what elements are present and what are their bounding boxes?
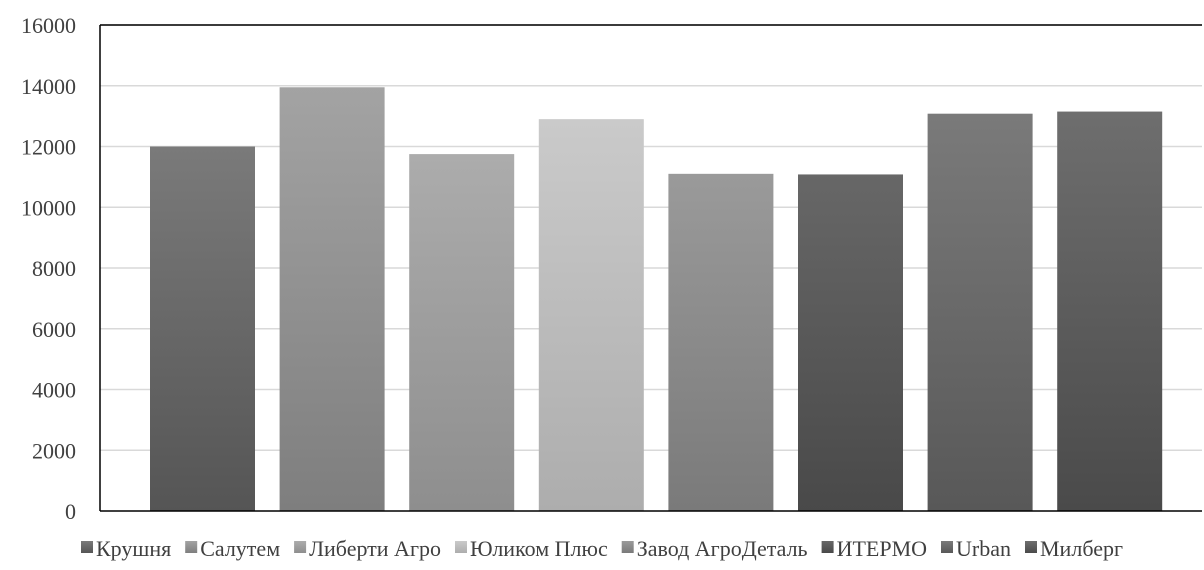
legend-label: ИТЕРМО <box>837 536 927 561</box>
legend-swatch <box>185 541 198 553</box>
legend-item: Urban <box>941 536 1011 561</box>
bar-4 <box>538 119 644 511</box>
bar-3 <box>409 154 515 511</box>
bar-7 <box>927 113 1033 511</box>
y-tick-label: 8000 <box>32 256 76 281</box>
legend-item: Салутем <box>185 536 280 561</box>
legend-item: Крушня <box>81 536 171 561</box>
y-tick-label: 16000 <box>21 13 76 38</box>
bar-2 <box>279 87 385 512</box>
legend-swatch <box>1025 541 1037 553</box>
y-tick-label: 10000 <box>21 195 76 220</box>
legend-item: ИТЕРМО <box>821 536 927 561</box>
legend-swatch <box>81 541 93 553</box>
legend-swatch <box>455 541 467 553</box>
legend-label: Салутем <box>200 536 280 561</box>
legend-item: Либерти Агро <box>294 536 441 561</box>
bar-5 <box>668 173 774 511</box>
legend-item: Милберг <box>1025 536 1123 561</box>
bar-8 <box>1057 111 1163 511</box>
legend-swatch <box>294 541 307 553</box>
bar-6 <box>798 174 903 511</box>
y-tick-label: 0 <box>65 499 76 524</box>
legend-label: Крушня <box>96 536 171 561</box>
legend-label: Urban <box>956 536 1011 561</box>
legend-label: Завод АгроДеталь <box>637 536 808 561</box>
axes <box>99 24 1202 512</box>
y-tick-label: 12000 <box>21 135 76 160</box>
y-axis-tick-labels: 0 2000 4000 6000 8000 10000 12000 14000 16000 <box>21 13 76 524</box>
legend-swatch <box>621 541 634 553</box>
legend-item: Завод АгроДеталь <box>621 536 808 561</box>
y-tick-label: 14000 <box>21 74 76 99</box>
legend-label: Либерти Агро <box>309 536 441 561</box>
bars <box>150 87 1163 512</box>
y-tick-label: 6000 <box>32 317 76 342</box>
gridlines <box>100 24 1202 451</box>
y-tick-label: 2000 <box>32 438 76 463</box>
bar-1 <box>150 146 255 511</box>
legend-label: Милберг <box>1040 536 1123 561</box>
legend-swatch <box>941 541 953 553</box>
legend-item: Юликом Плюс <box>455 536 608 561</box>
legend-label: Юликом Плюс <box>470 536 608 561</box>
y-tick-label: 4000 <box>32 378 76 403</box>
legend-swatch <box>821 541 834 553</box>
legend: Крушня Салутем Либерти Агро Юликом Плюс Заво… <box>81 536 1123 561</box>
